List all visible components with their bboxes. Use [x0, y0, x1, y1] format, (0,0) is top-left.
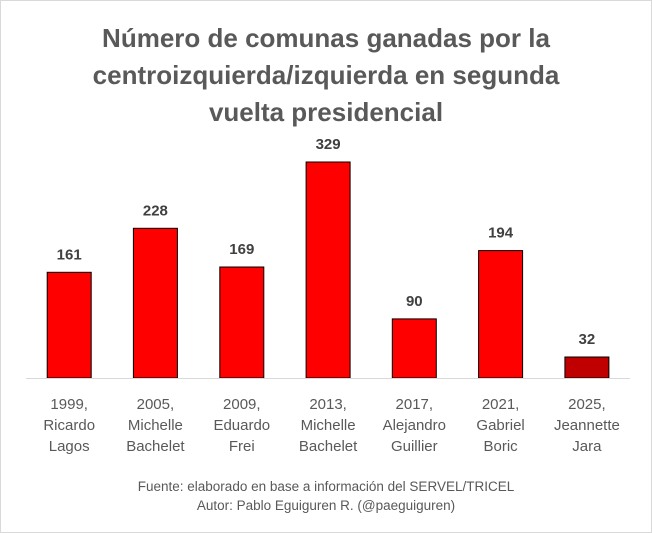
data-label-4: 90 [406, 293, 423, 310]
chart-title-line-1: Número de comunas ganadas por la [102, 23, 550, 53]
bar-5 [478, 250, 524, 379]
chart-footer: Fuente: elaborado en base a información … [0, 477, 652, 515]
bar-1 [132, 227, 178, 379]
category-label-6: 2025, Jeannette Jara [554, 396, 620, 455]
data-label-2: 169 [229, 241, 254, 258]
chart-title: Número de comunas ganadas por la centroi… [0, 20, 652, 131]
source-note: Fuente: elaborado en base a información … [137, 479, 515, 494]
author-note: Autor: Pablo Eguiguren R. (@paeguiguren) [196, 498, 456, 513]
bar-4 [391, 318, 437, 379]
bar-3 [305, 161, 351, 379]
data-label-1: 228 [143, 202, 168, 219]
category-label-4: 2017, Alejandro Guillier [383, 396, 446, 455]
data-label-5: 194 [488, 225, 514, 242]
bar-2 [219, 266, 265, 379]
category-label-5: 2021, Gabriel Boric [476, 396, 524, 455]
bar-6 [564, 356, 610, 379]
data-label-0: 161 [57, 246, 82, 263]
chart-title-line-3: vuelta presidencial [208, 97, 444, 127]
category-label-3: 2013, Michelle Bachelet [299, 396, 358, 455]
category-label-2: 2009, Eduardo Frei [213, 396, 270, 455]
chart-title-line-2: centroizquierda/izquierda en segunda [92, 60, 560, 90]
category-label-1: 2005, Michelle Bachelet [126, 396, 185, 455]
data-label-6: 32 [579, 331, 596, 348]
category-label-0: 1999, Ricardo Lagos [43, 396, 95, 455]
bar-0 [46, 271, 92, 379]
data-label-3: 329 [316, 136, 341, 153]
